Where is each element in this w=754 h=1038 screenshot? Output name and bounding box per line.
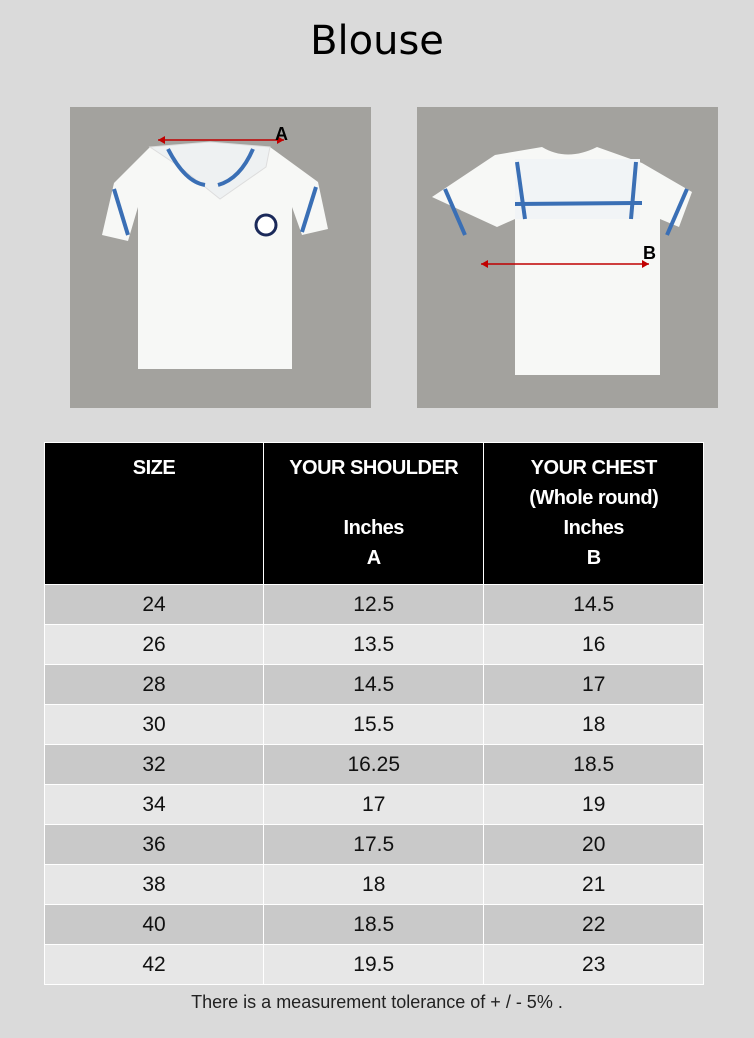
table-cell: 15.5	[262, 704, 485, 745]
table-cell: 14.5	[483, 584, 704, 625]
column-header-line: YOUR SHOULDER	[289, 457, 459, 479]
table-cell: 17	[483, 664, 704, 705]
table-row: 34 17 19	[44, 784, 704, 825]
table-cell: 18.5	[262, 904, 485, 945]
table-row: 38 18 21	[44, 864, 704, 905]
column-header-line	[265, 483, 482, 513]
table-cell: 17.5	[262, 824, 485, 865]
table-cell: 13.5	[262, 624, 485, 665]
table-cell: 14.5	[262, 664, 485, 705]
table-cell: 42	[44, 944, 264, 985]
table-cell: 12.5	[262, 584, 485, 625]
tolerance-note: There is a measurement tolerance of + / …	[191, 992, 563, 1012]
table-cell: 23	[483, 944, 704, 985]
measure-label-b: B	[643, 243, 656, 263]
table-cell: 16.25	[262, 744, 485, 785]
table-cell: 22	[483, 904, 704, 945]
table-cell: 38	[44, 864, 264, 905]
column-header: YOUR CHEST (Whole round) Inches B	[483, 442, 704, 585]
table-cell: 16	[483, 624, 704, 665]
table-cell: 30	[44, 704, 264, 745]
table-cell: 40	[44, 904, 264, 945]
table-cell: 24	[44, 584, 264, 625]
table-cell: 19.5	[262, 944, 485, 985]
table-row: 36 17.5 20	[44, 824, 704, 865]
table-cell: 20	[483, 824, 704, 865]
size-chart-table: SIZE YOUR SHOULDER Inches A YOUR CHEST (Whole…	[44, 442, 704, 985]
table-cell: 34	[44, 784, 264, 825]
table-cell: 21	[483, 864, 704, 905]
table-cell: 36	[44, 824, 264, 865]
table-cell: 18.5	[483, 744, 704, 785]
column-header: YOUR SHOULDER Inches A	[262, 442, 485, 585]
column-header-line: A	[366, 547, 381, 569]
blouse-front-photo: A	[70, 107, 371, 408]
page-title: Blouse	[310, 18, 444, 64]
table-row: 42 19.5 23	[44, 944, 704, 985]
table-row: 40 18.5 22	[44, 904, 704, 945]
table-cell: 28	[44, 664, 264, 705]
table-row: 24 12.5 14.5	[44, 584, 704, 625]
table-row: 28 14.5 17	[44, 664, 704, 705]
table-row: 32 16.25 18.5	[44, 744, 704, 785]
table-cell: 18	[483, 704, 704, 745]
column-header-line: B	[586, 547, 601, 569]
table-row: 30 15.5 18	[44, 704, 704, 745]
table-cell: 18	[262, 864, 485, 905]
blouse-back-photo: B	[417, 107, 718, 408]
table-cell: 32	[44, 744, 264, 785]
column-header-line: (Whole round)	[529, 487, 659, 509]
table-row: 26 13.5 16	[44, 624, 704, 665]
column-header-line: SIZE	[132, 457, 176, 479]
table-cell: 26	[44, 624, 264, 665]
table-cell: 19	[483, 784, 704, 825]
measure-label-a: A	[275, 124, 288, 144]
column-header: SIZE	[44, 442, 264, 585]
column-header-line: Inches	[343, 517, 405, 539]
column-header-line: YOUR CHEST	[530, 457, 658, 479]
column-header-line: Inches	[563, 517, 625, 539]
table-cell: 17	[262, 784, 485, 825]
